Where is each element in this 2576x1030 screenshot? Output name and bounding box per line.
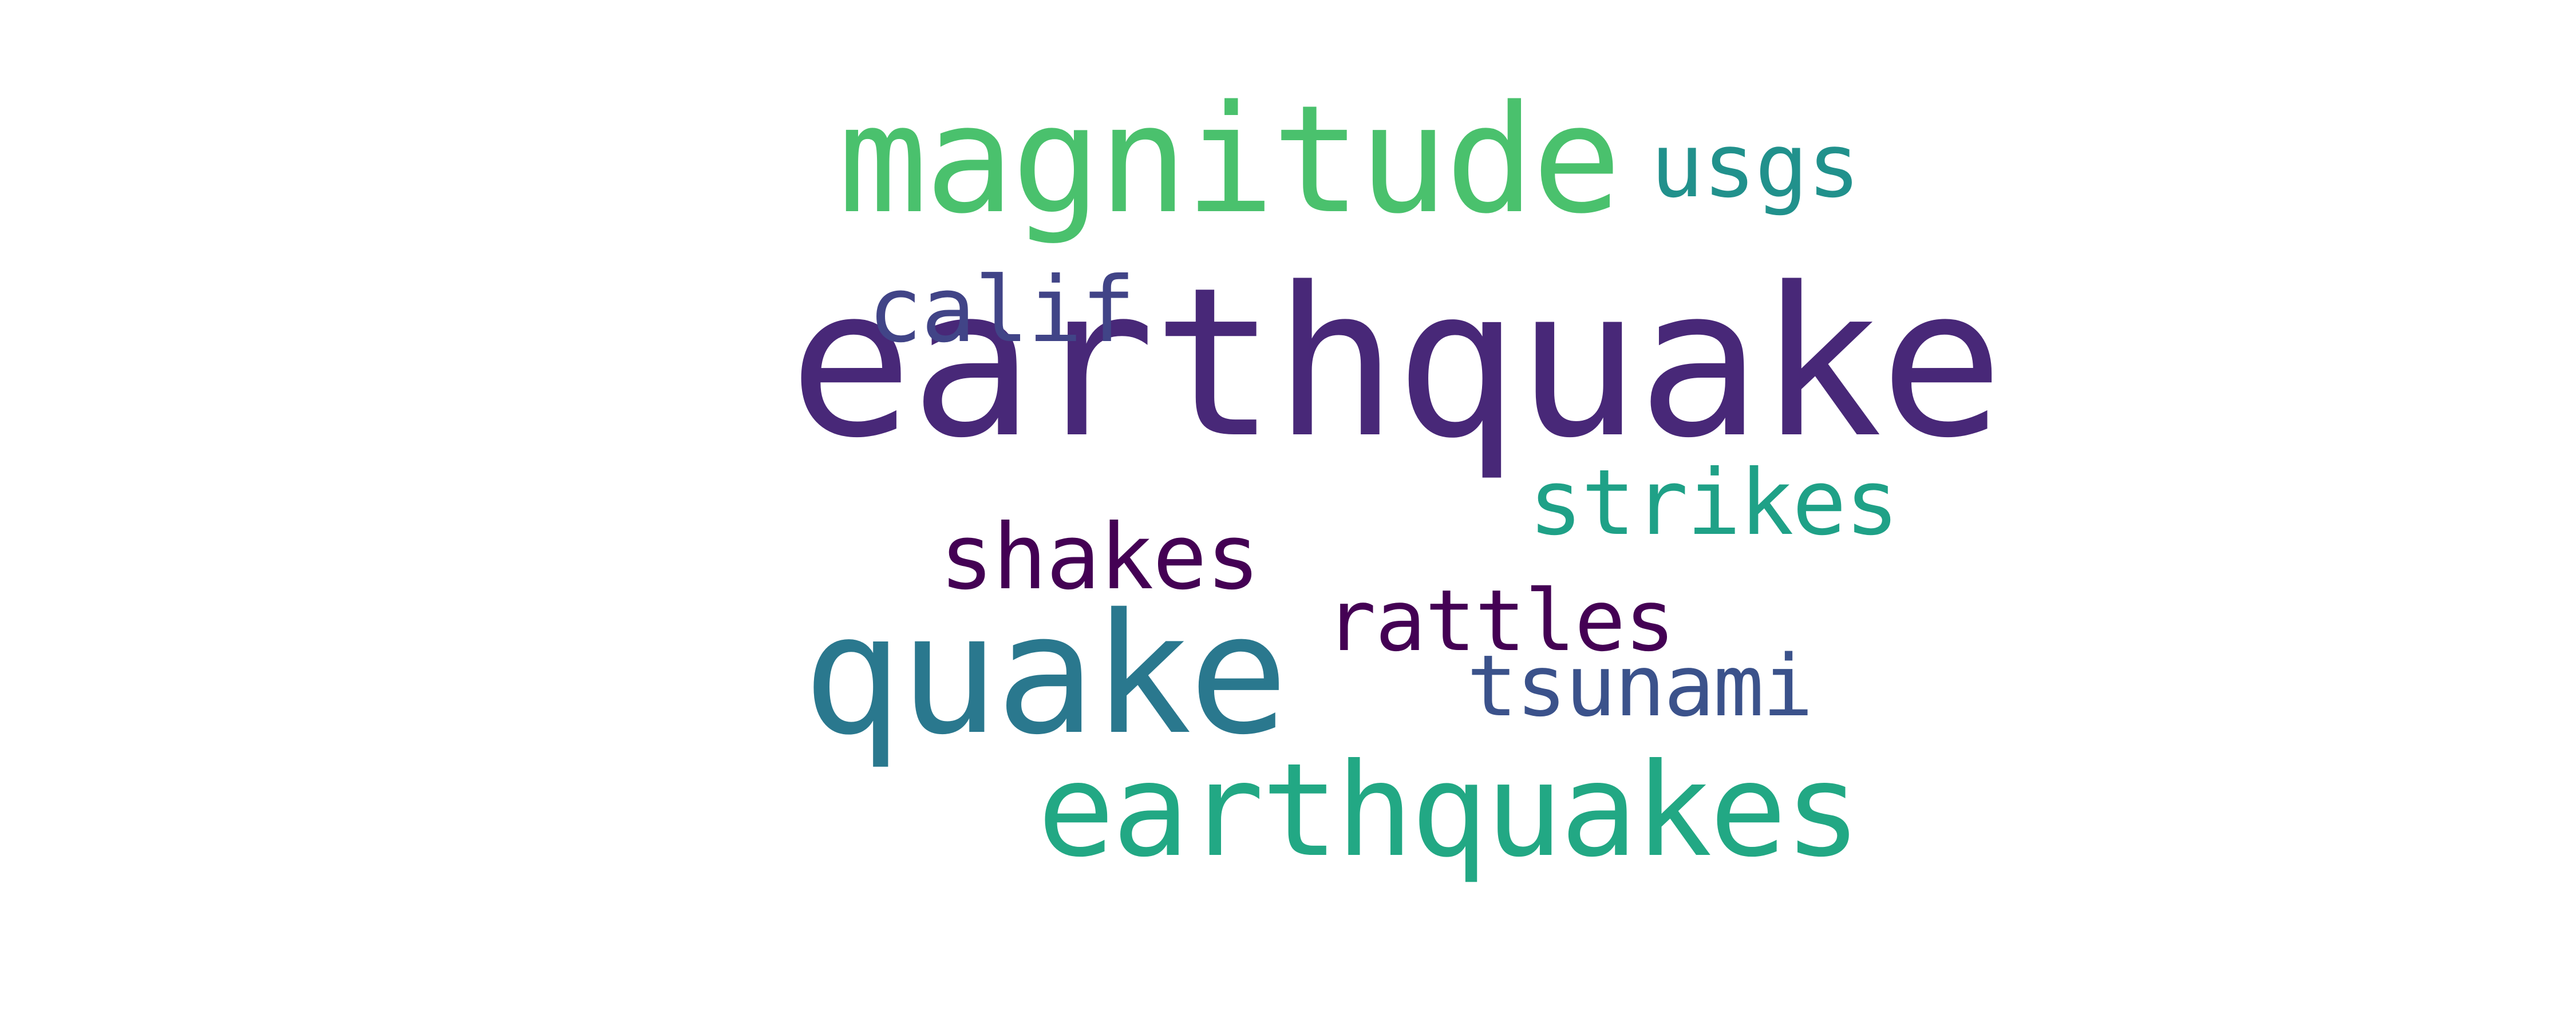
word-shakes: shakes — [939, 505, 1261, 610]
word-calif: calif — [868, 258, 1136, 363]
word-magnitude: magnitude — [838, 74, 1622, 247]
word-rattles: rattles — [1325, 572, 1676, 670]
word-usgs: usgs — [1650, 114, 1860, 217]
word-tsunami: tsunami — [1467, 637, 1814, 735]
word-quake: quake — [803, 579, 1289, 771]
word-strikes: strikes — [1528, 450, 1899, 556]
word-earthquakes: earthquakes — [1037, 736, 1862, 886]
word-earthquake: earthquake — [789, 243, 2004, 483]
